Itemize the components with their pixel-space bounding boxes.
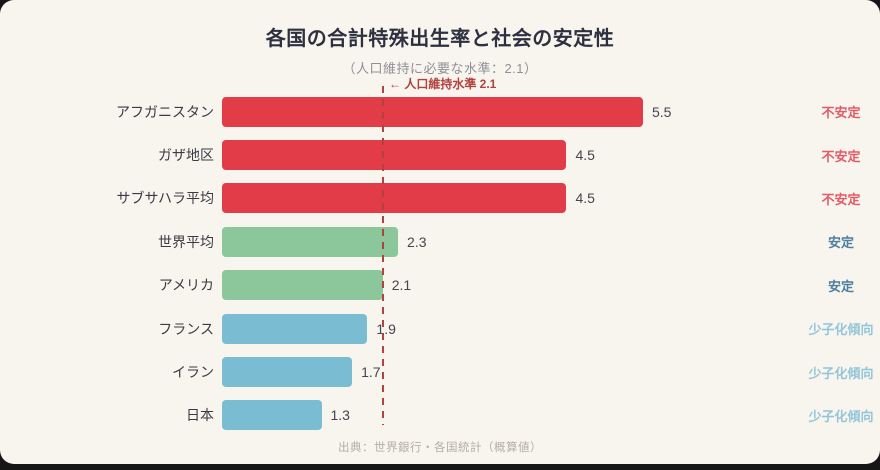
bar	[222, 400, 322, 431]
category-label: アメリカ	[158, 277, 214, 294]
chart-row: サブサハラ平均 4.5 不安定	[0, 177, 880, 220]
chart-row: ガザ地区 4.5 不安定	[0, 133, 880, 176]
chart-row: イラン 1.7 少子化傾向	[0, 350, 880, 393]
chart-title: 各国の合計特殊出生率と社会の安定性	[265, 28, 615, 50]
value-label: 1.7	[361, 364, 381, 381]
bar	[222, 270, 383, 301]
status-label: 不安定	[821, 105, 861, 121]
status-label: 少子化傾向	[808, 408, 874, 424]
threshold-line	[382, 86, 384, 425]
bar	[222, 357, 353, 388]
chart-subtitle: （人口維持に必要な水準：2.1）	[342, 61, 538, 76]
chart-row: アフガニスタン 5.5 不安定	[0, 90, 880, 133]
value-label: 4.5	[575, 190, 595, 207]
category-label: 日本	[186, 407, 214, 424]
category-label: アフガニスタン	[116, 103, 214, 120]
category-label: フランス	[158, 320, 214, 337]
bar	[222, 96, 643, 127]
source-note: 出典：世界銀行・各国統計（概算値）	[338, 442, 542, 454]
chart-row: 日本 1.3 少子化傾向	[0, 394, 880, 437]
chart-row: フランス 1.9 少子化傾向	[0, 307, 880, 350]
status-label: 少子化傾向	[808, 322, 874, 338]
status-label: 安定	[827, 235, 854, 251]
category-label: サブサハラ平均	[116, 190, 214, 207]
bar	[222, 183, 567, 214]
threshold-annotation: ← 人口維持水準 2.1	[389, 77, 497, 91]
bar	[222, 313, 368, 344]
value-label: 2.1	[391, 277, 412, 294]
value-label: 5.5	[652, 103, 672, 120]
status-label: 安定	[827, 278, 854, 294]
bar-chart: アフガニスタン 5.5 不安定 ガザ地区 4.5 不安定 サブサハラ平均 4.5 不安定 世界平均…	[0, 90, 880, 437]
value-label: 1.3	[330, 407, 350, 424]
category-label: 世界平均	[158, 233, 214, 250]
category-label: イラン	[172, 364, 214, 381]
chart-row: アメリカ 2.1 安定	[0, 264, 880, 307]
bar	[222, 140, 567, 171]
status-label: 少子化傾向	[808, 365, 874, 381]
value-label: 2.3	[407, 233, 427, 250]
value-label: 1.9	[376, 320, 396, 337]
status-label: 不安定	[821, 148, 861, 164]
value-label: 4.5	[575, 147, 595, 164]
category-label: ガザ地区	[158, 147, 214, 164]
bar	[222, 226, 399, 257]
chart-row: 世界平均 2.3 安定	[0, 220, 880, 263]
status-label: 不安定	[821, 191, 861, 207]
